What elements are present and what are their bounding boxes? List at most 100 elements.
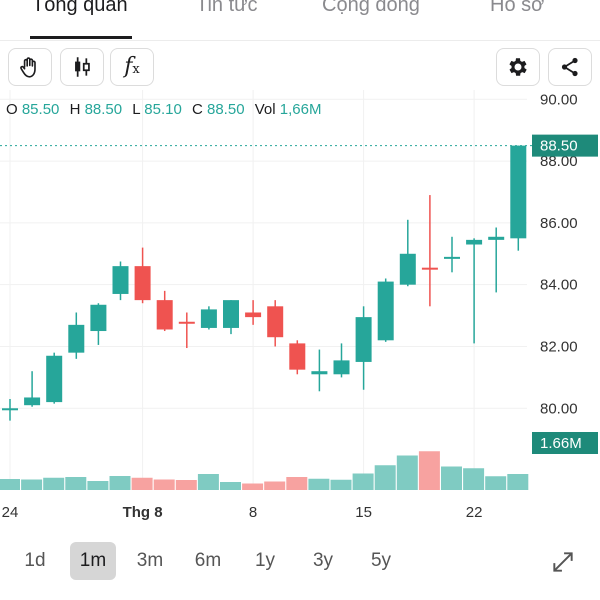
chart-type-button[interactable] [60,48,104,86]
volume-label: Vol [254,101,276,118]
low-label: L [132,101,141,118]
candle-body [377,281,394,341]
x-tick-label: 22 [466,504,483,521]
volume-bar [352,473,374,490]
time-range-selector: 1d 1m 3m 6m 1y 3y 5y [0,538,600,582]
x-tick-label: 24 [2,504,19,521]
volume-bar [264,481,286,490]
active-tab-indicator [30,36,132,39]
volume-bar [0,479,20,490]
price-tick-label: 84.00 [540,277,578,294]
volume-bar [396,455,418,490]
candle-body [156,300,173,330]
volume-badge-label: 1.66M [540,435,582,452]
candle-body [333,360,350,375]
gear-icon [509,58,527,76]
candle-body [200,309,217,328]
tab-community[interactable]: Cộng đồng [322,0,420,16]
volume-bar [65,477,87,490]
top-tab-bar: Tổng quan Tin tức Cộng đồng Hồ sơ [0,0,600,40]
volume-bar [374,465,396,490]
candle-body [90,304,107,332]
volume-bar [131,477,153,490]
candle-body [488,236,505,240]
x-tick-label: Thg 8 [123,504,163,521]
price-tick-label: 88.00 [540,153,578,170]
candle-body [178,321,195,324]
candle-body [311,371,328,375]
range-3m-button[interactable]: 3m [136,550,164,571]
candle-body [444,256,460,259]
ohlc-legend: O 85.50 H 88.50 L 85.10 C 88.50 Vol 1,66… [6,101,327,118]
volume-bar [507,474,529,490]
tab-divider [0,40,600,41]
fx-sub: x [132,62,140,77]
candle-body [466,239,483,245]
candle-body [134,266,151,301]
candle-body [267,306,284,338]
volume-bar [87,481,109,490]
open-value: 85.50 [21,101,60,118]
range-5y-button[interactable]: 5y [370,550,392,571]
candle-body [46,355,63,403]
volume-bar [242,483,264,490]
candle-body [289,343,306,370]
volume-bar [418,451,440,490]
share-button[interactable] [548,48,592,86]
indicator-button[interactable]: fx [110,48,154,86]
candlestick-icon [75,57,90,77]
volume-bar [330,479,352,490]
high-label: H [69,101,81,118]
candle-body [2,408,18,411]
high-value: 88.50 [84,101,123,118]
share-icon [561,57,578,77]
function-fx-icon: fx [124,56,140,78]
candle-body [245,312,262,318]
tab-profile[interactable]: Hồ sơ [490,0,545,16]
open-label: O [6,101,18,118]
price-tick-label: 90.00 [540,91,578,108]
last-price-badge [532,134,598,157]
tab-overview[interactable]: Tổng quan [32,0,128,16]
hand-draw-icon [20,57,36,78]
range-1d-button[interactable]: 1d [24,550,46,571]
tab-news[interactable]: Tin tức [196,0,258,16]
volume-bar [21,479,43,490]
low-value: 85.10 [144,101,182,118]
volume-bar [175,480,197,490]
close-label: C [191,101,203,118]
range-3y-button[interactable]: 3y [312,550,334,571]
close-value: 88.50 [207,101,245,118]
volume-bar [220,482,241,490]
volume-bar [109,476,131,490]
x-tick-label: 8 [249,504,257,521]
candle-body [24,397,41,406]
volume-value: 1,66M [279,101,322,118]
volume-bar [153,479,175,490]
expand-arrows-icon[interactable] [550,549,576,575]
volume-bar [463,468,485,490]
candle-body [68,324,85,353]
fx-label: f [124,54,133,79]
price-chart[interactable]: 90.00 88.00 86.00 84.00 82.00 80.00 88.50 1.66M… [0,90,600,530]
x-tick-label: 15 [355,504,372,521]
volume-bar [441,466,462,490]
volume-bar [286,477,308,490]
candle-body [223,300,239,328]
candle-body [510,145,527,239]
last-price-label: 88.50 [540,138,578,155]
volume-bar [308,478,330,490]
range-1m-button[interactable]: 1m [70,542,116,580]
price-tick-label: 82.00 [540,338,578,355]
range-1y-button[interactable]: 1y [254,550,276,571]
volume-bar [485,476,507,490]
candle-body [355,317,372,362]
price-tick-label: 86.00 [540,215,578,232]
settings-button[interactable] [496,48,540,86]
volume-bar [197,474,219,490]
price-tick-label: 80.00 [540,400,578,417]
candle-body [112,266,129,294]
range-6m-button[interactable]: 6m [194,550,222,571]
draw-tool-button[interactable] [8,48,52,86]
candle-body [399,253,416,285]
